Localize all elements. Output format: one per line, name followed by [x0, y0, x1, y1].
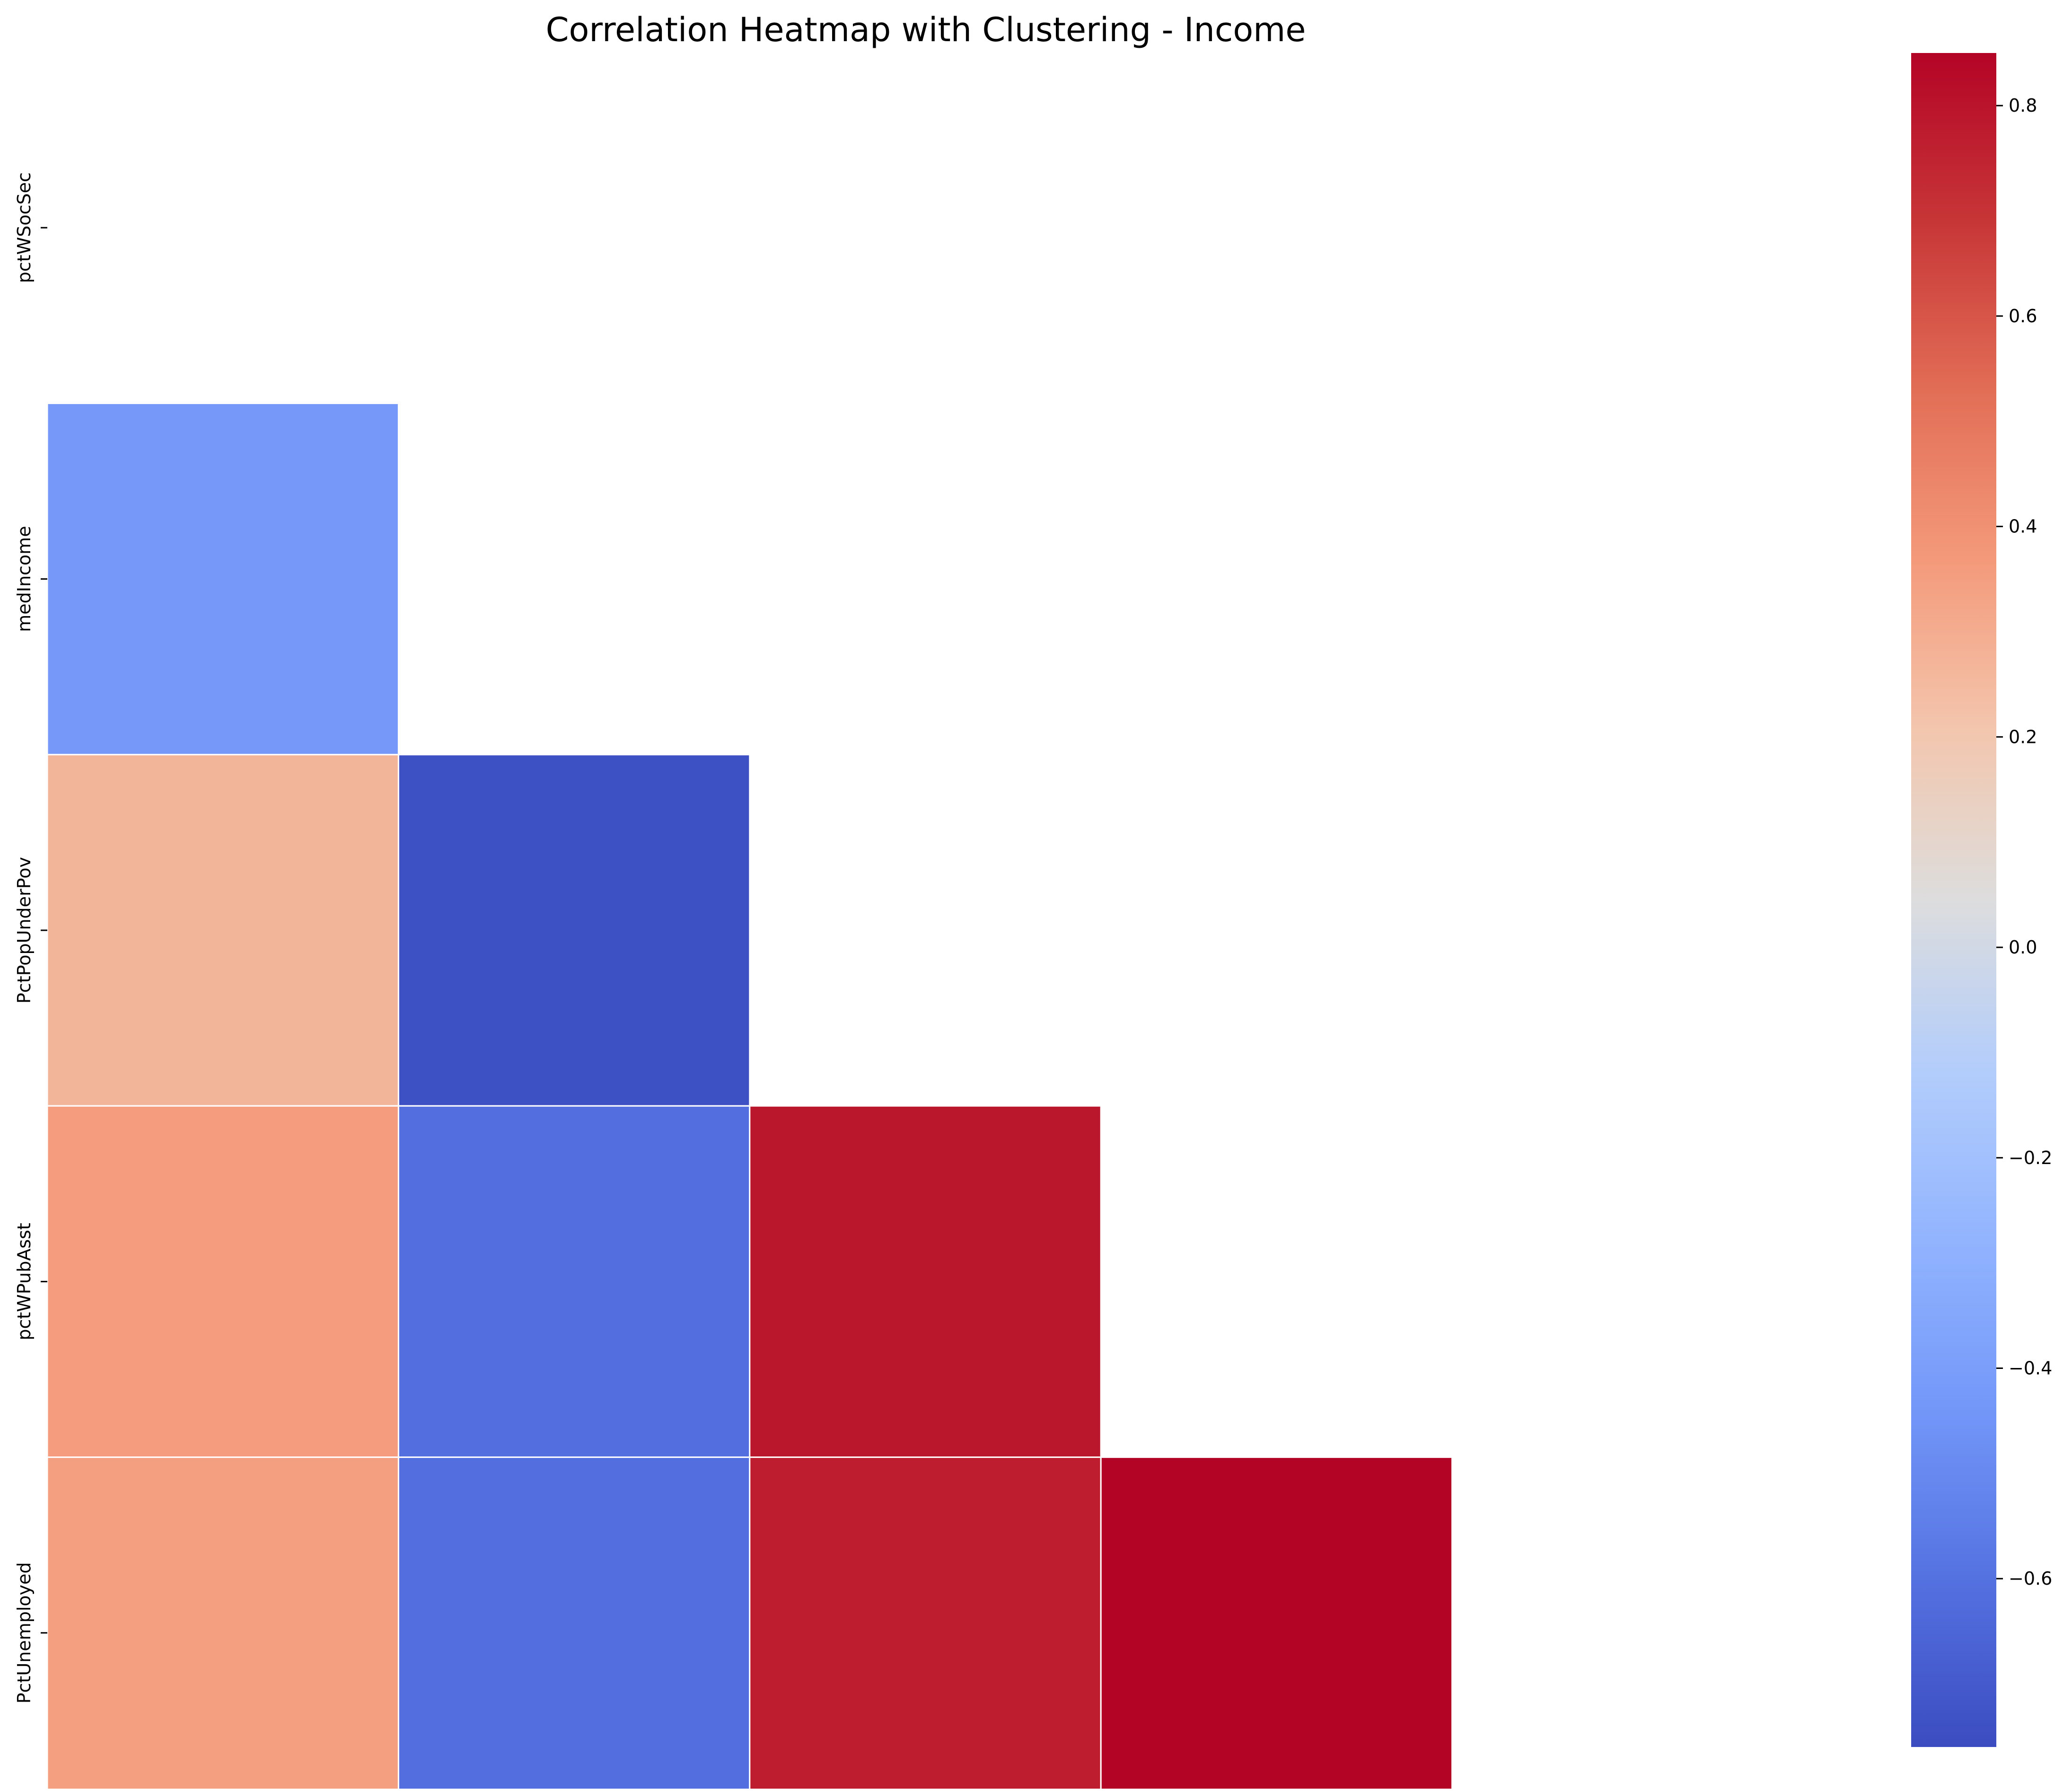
heatmap-cell — [46, 754, 399, 1107]
heatmap-cell — [749, 1456, 1102, 1791]
heatmap-cell — [46, 1105, 399, 1458]
y-tick-label: PctUnemployed — [14, 1562, 35, 1703]
y-axis-ticks: pctWSocSec medIncome PctPopUnderPov pctWPub… — [14, 172, 47, 1703]
colorbar-tick-label: 0.2 — [2009, 726, 2037, 747]
colorbar-tick-label: 0.4 — [2009, 516, 2037, 537]
chart-title: Correlation Heatmap with Clustering - In… — [546, 10, 1306, 49]
colorbar-tick-label: 0.6 — [2009, 306, 2037, 326]
heatmap-cell — [46, 1456, 399, 1791]
colorbar-ticks: −0.6 −0.4 −0.2 0.0 0.2 0.4 0.6 0.8 — [1996, 95, 2052, 1589]
colorbar — [1911, 53, 1996, 1747]
y-tick-label: pctWPubAsst — [14, 1223, 35, 1340]
heatmap-cell — [46, 402, 399, 756]
colorbar-tick-label: 0.0 — [2009, 937, 2037, 958]
heatmap-cell — [749, 1105, 1102, 1458]
heatmap-cell — [397, 754, 751, 1107]
heatmap-cell — [397, 1456, 751, 1791]
y-tick-label: medIncome — [14, 526, 35, 632]
y-tick-label: pctWSocSec — [14, 172, 35, 283]
heatmap-cell — [397, 1105, 751, 1458]
colorbar-tick-label: −0.2 — [2009, 1147, 2052, 1168]
colorbar-tick-label: −0.4 — [2009, 1358, 2052, 1379]
colorbar-tick-label: −0.6 — [2009, 1568, 2052, 1589]
heatmap-cell — [1100, 1456, 1453, 1791]
y-tick-label: PctPopUnderPov — [14, 857, 35, 1004]
colorbar-tick-label: 0.8 — [2009, 95, 2037, 116]
heatmap-cells — [46, 402, 1453, 1791]
